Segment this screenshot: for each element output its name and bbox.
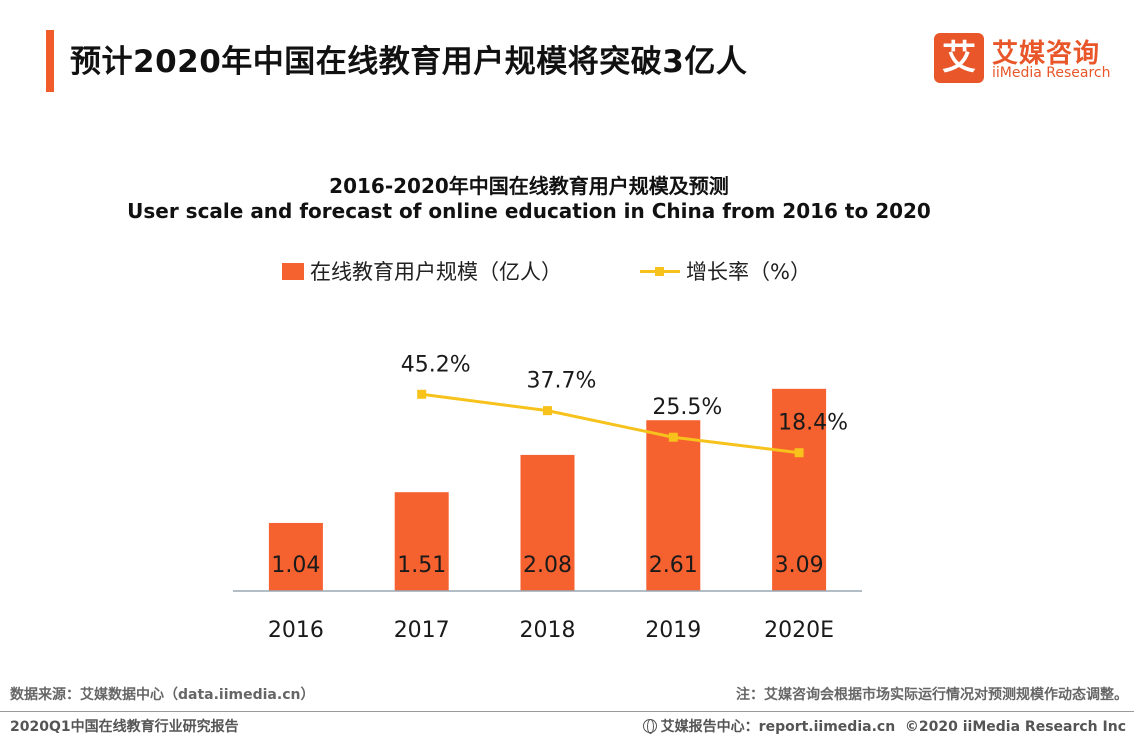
- bar-value-label: 1.04: [271, 553, 320, 578]
- logo-mark: 艾: [934, 33, 984, 83]
- legend-bar-swatch: [282, 263, 304, 280]
- growth-value-label: 37.7%: [527, 369, 597, 394]
- growth-rate-line: [421, 392, 800, 455]
- title-accent-bar: [46, 30, 54, 92]
- bar-value-label: 2.08: [523, 553, 572, 578]
- bar-2019: [646, 420, 701, 591]
- footer-divider: [0, 711, 1134, 712]
- growth-point-2017: [417, 389, 427, 399]
- legend-line-marker: [655, 267, 664, 276]
- logo-name-en: iiMedia Research: [992, 65, 1111, 81]
- logo-name-cn: 艾媒咨询: [992, 39, 1101, 69]
- growth-point-2019: [668, 432, 678, 442]
- x-tick-label: 2018: [520, 618, 576, 643]
- chart-subtitle: User scale and forecast of online educat…: [127, 199, 931, 223]
- iimedia-logo: 艾 艾媒咨询 iiMedia Research: [934, 33, 1114, 85]
- legend-label-growth: 增长率（%）: [686, 260, 811, 284]
- bar-2017: [394, 492, 449, 591]
- x-tick-label: 2017: [394, 618, 450, 643]
- bar-value-label: 2.61: [649, 553, 698, 578]
- legend-label-users: 在线教育用户规模（亿人）: [310, 260, 562, 284]
- bar-2020E: [772, 388, 827, 591]
- growth-point-2018: [543, 406, 552, 416]
- growth-point-2020E: [794, 448, 804, 458]
- footer-note: 注：艾媒咨询会根据市场实际运行情况对预测规模作动态调整。: [736, 687, 1128, 703]
- growth-value-label: 45.2%: [401, 352, 471, 377]
- chart-title: 2016-2020年中国在线教育用户规模及预测: [329, 174, 729, 198]
- footer-site: 艾媒报告中心：report.iimedia.cn: [660, 719, 896, 735]
- footer-copyright: ©2020 iiMedia Research Inc: [904, 719, 1126, 735]
- growth-value-label: 18.4%: [778, 411, 848, 436]
- bar-value-label: 3.09: [775, 553, 824, 578]
- bar-2018: [520, 454, 575, 591]
- bar-value-label: 1.51: [397, 553, 446, 578]
- x-tick-label: 2019: [645, 618, 701, 643]
- footer-report-name: 2020Q1中国在线教育行业研究报告: [10, 719, 239, 735]
- footer-site-copyright: 艾媒报告中心：report.iimedia.cn ©2020 iiMedia R…: [642, 716, 1126, 736]
- footer-source: 数据来源：艾媒数据中心（data.iimedia.cn）: [10, 687, 315, 703]
- bar-2016: [268, 522, 323, 591]
- globe-icon: [642, 719, 657, 734]
- x-tick-label: 2016: [268, 618, 324, 643]
- x-tick-label: 2020E: [764, 618, 834, 643]
- growth-value-label: 25.5%: [652, 395, 722, 420]
- page-title: 预计2020年中国在线教育用户规模将突破3亿人: [70, 44, 748, 80]
